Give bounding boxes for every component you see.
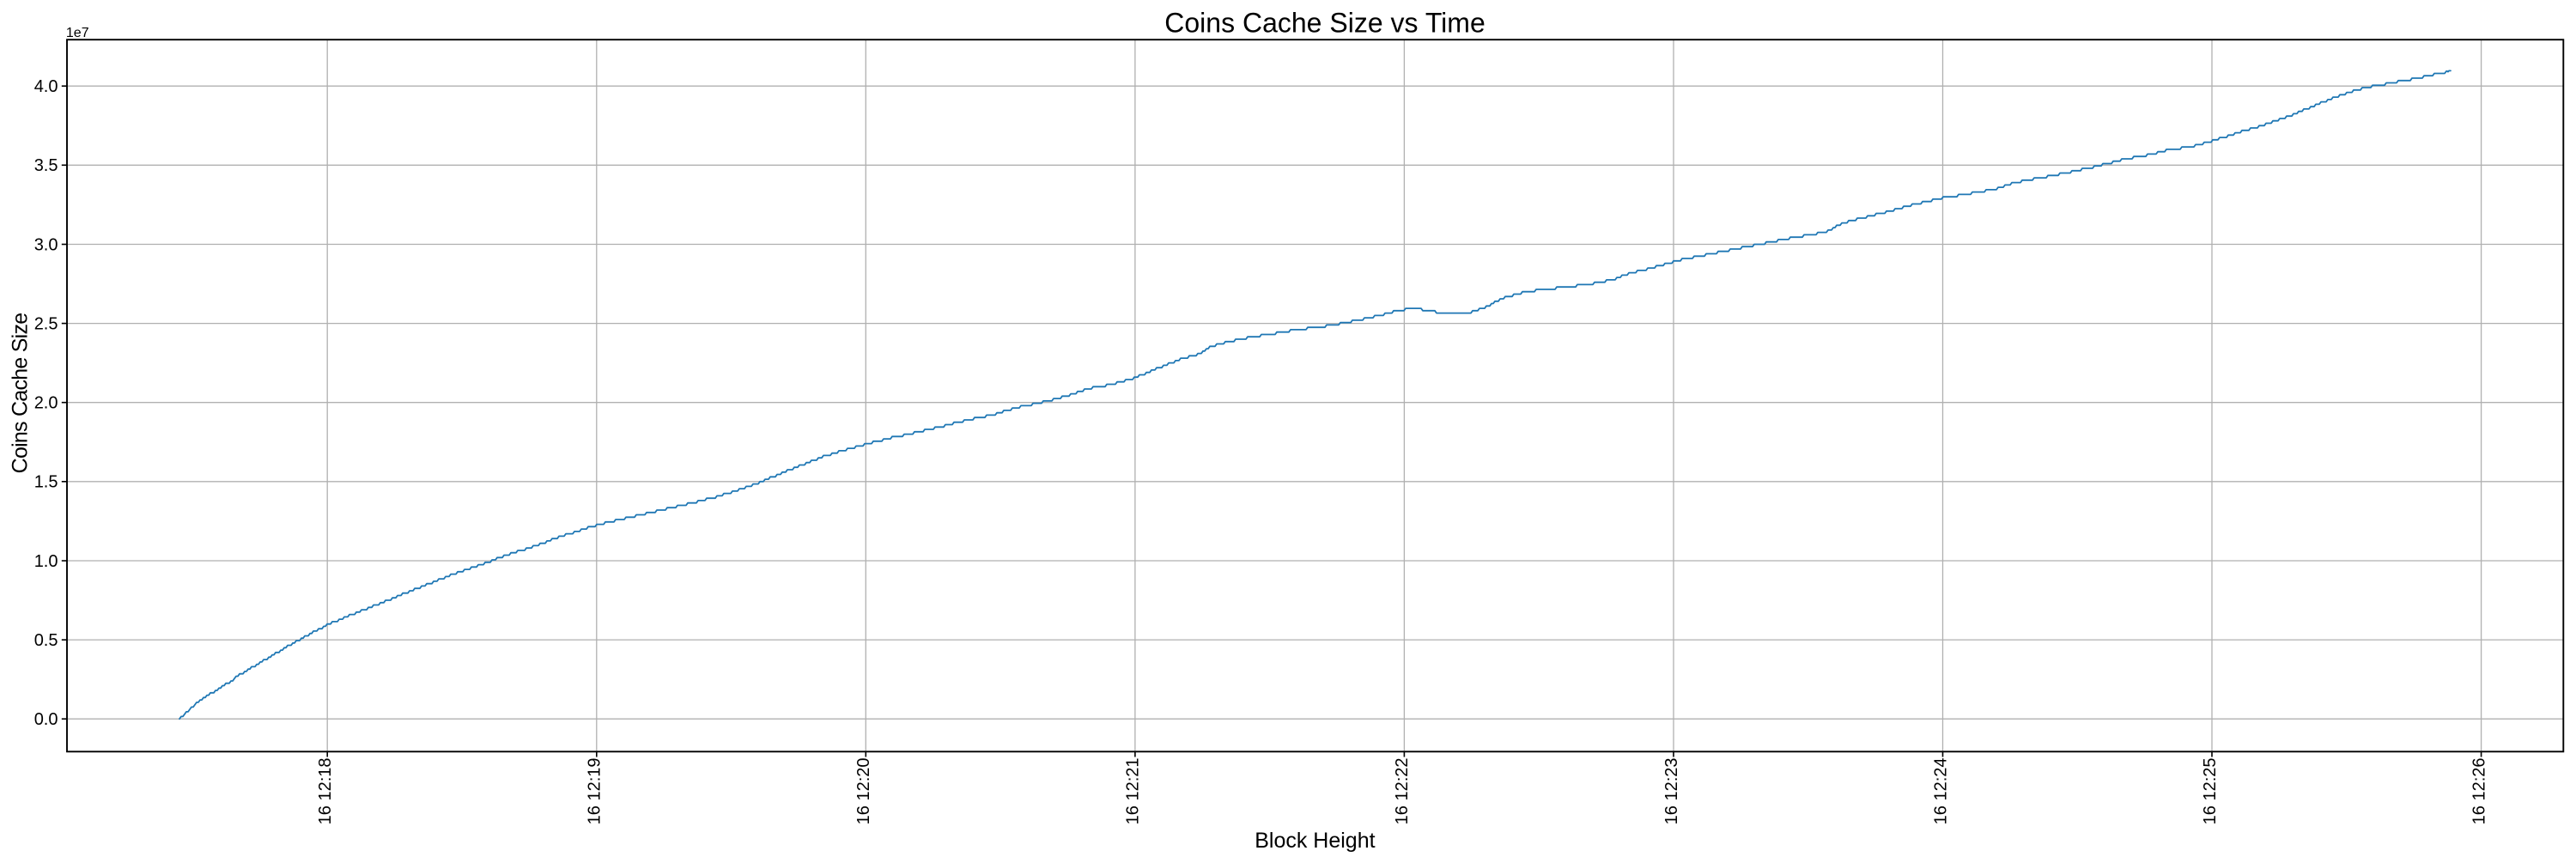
svg-text:16 12:24: 16 12:24 (1931, 758, 1950, 825)
svg-text:1e7: 1e7 (66, 26, 89, 40)
svg-text:0.0: 0.0 (34, 710, 58, 729)
svg-text:1.0: 1.0 (34, 552, 58, 571)
svg-text:1.5: 1.5 (34, 473, 58, 492)
svg-text:4.0: 4.0 (34, 77, 58, 96)
svg-text:16 12:19: 16 12:19 (586, 758, 605, 825)
svg-text:16 12:21: 16 12:21 (1124, 758, 1143, 825)
svg-text:3.5: 3.5 (34, 156, 58, 175)
svg-text:16 12:26: 16 12:26 (2470, 758, 2488, 825)
svg-text:16 12:20: 16 12:20 (854, 758, 873, 825)
svg-text:16 12:25: 16 12:25 (2201, 758, 2220, 825)
svg-text:2.5: 2.5 (34, 315, 58, 334)
svg-text:0.5: 0.5 (34, 631, 58, 650)
svg-text:16 12:23: 16 12:23 (1662, 758, 1681, 825)
svg-text:2.0: 2.0 (34, 394, 58, 413)
svg-text:16 12:22: 16 12:22 (1393, 758, 1412, 825)
svg-text:Coins Cache Size vs Time: Coins Cache Size vs Time (1164, 8, 1485, 39)
svg-text:Coins Cache Size: Coins Cache Size (9, 313, 33, 474)
svg-text:3.0: 3.0 (34, 235, 58, 254)
svg-text:16 12:18: 16 12:18 (316, 758, 335, 825)
svg-text:Block Height: Block Height (1255, 829, 1375, 853)
